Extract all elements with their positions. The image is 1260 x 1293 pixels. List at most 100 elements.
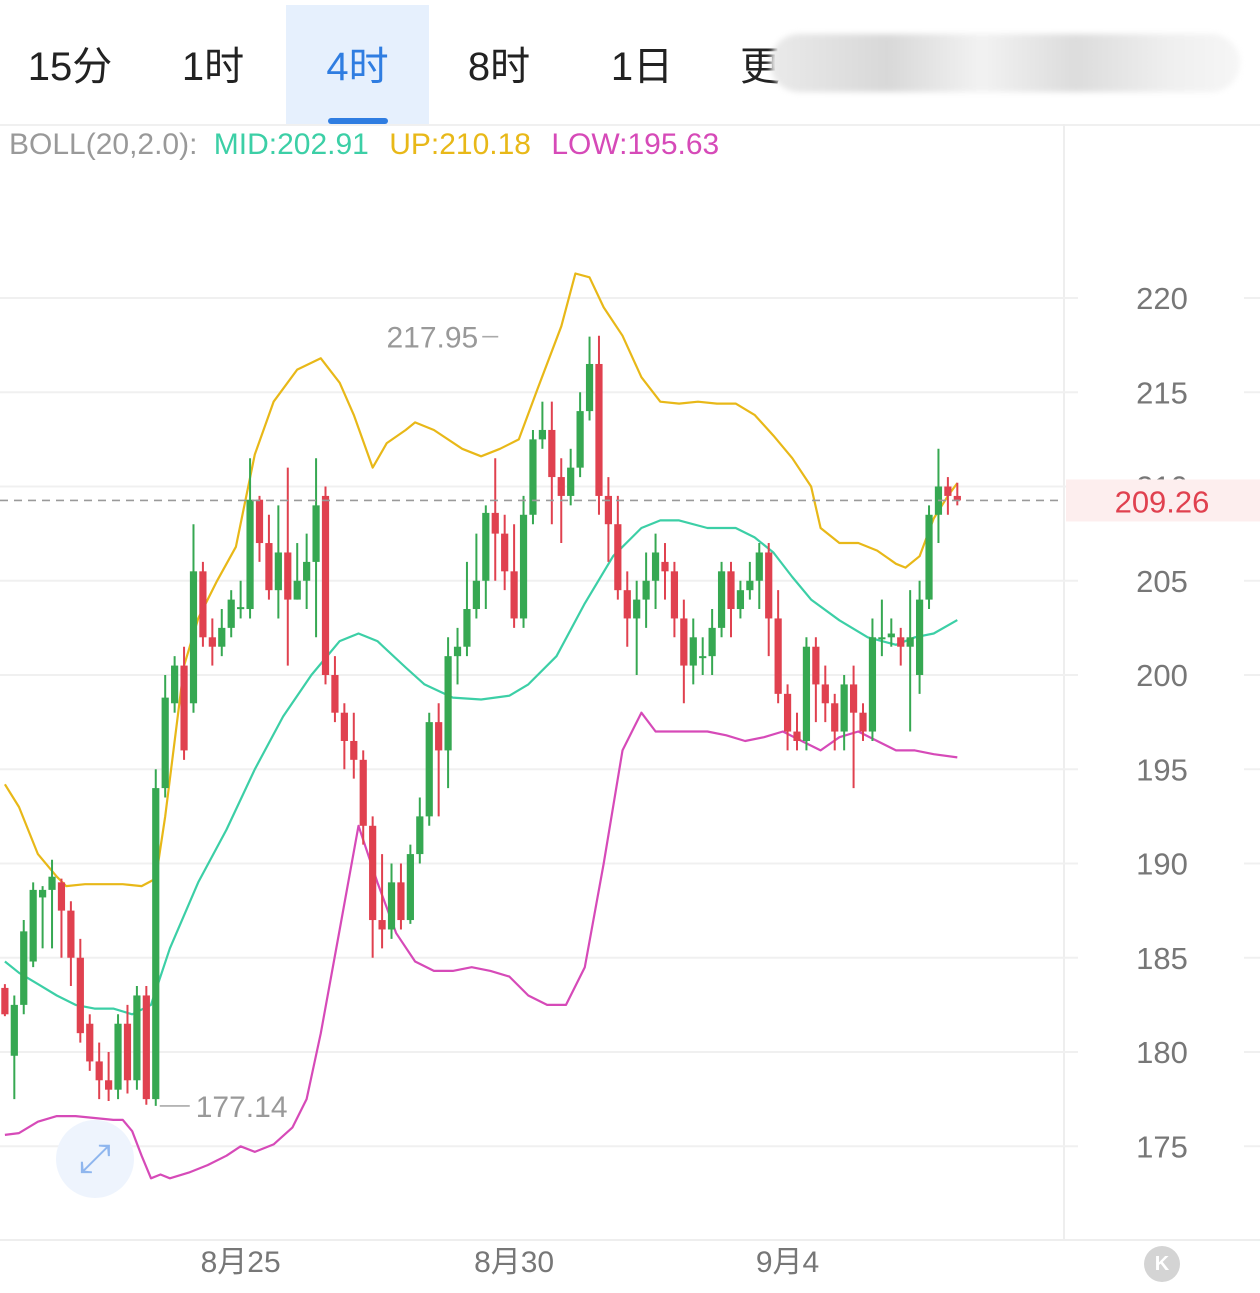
y-tick-label: 205 [1136,564,1188,599]
candle-body [661,561,669,572]
candle-body [642,580,650,600]
low-annotation-label: 177.14 [196,1091,288,1124]
tab-8h[interactable]: 8时 [467,45,531,89]
candle-body [736,590,745,610]
y-tick-label: 220 [1136,281,1188,316]
candle-body [378,920,386,930]
candle-body [727,571,735,610]
candle-body [1,987,9,1015]
boll-mid-line [4,519,958,1016]
candlestick-chart: 2202152102052001951901851801758月258月309月… [0,124,1260,1279]
candle-body [567,467,575,496]
active-tab-indicator [327,118,388,124]
tab-4h[interactable]: 4时 [286,5,429,124]
boll-low-line [4,711,958,1180]
candle-body [906,637,914,647]
candle-body [670,571,679,619]
candle-body [123,1023,132,1081]
candle-body [133,995,141,1081]
candle-body [274,552,282,591]
x-tick-label: 9月4 [756,1246,819,1279]
candle-body [831,703,839,732]
candle-body [86,1023,94,1062]
candle-body [925,514,933,600]
tab-1h[interactable]: 1时 [181,45,245,89]
candle-body [255,499,264,544]
candle-body [802,646,811,741]
chart-area[interactable]: 2202152102052001951901851801758月258月309月… [0,124,1260,1288]
collapse-k-icon[interactable]: K [1144,1246,1180,1282]
candle-body [180,665,188,751]
candle-body [161,697,169,789]
candle-body [416,816,424,855]
candle-body [840,684,848,732]
candle-body [623,590,631,619]
candle-body [218,627,226,647]
candle-body [482,512,490,581]
y-tick-label: 200 [1136,658,1188,693]
candle-body [897,637,905,647]
candle-body [57,882,66,911]
candle-body [585,363,594,412]
candle-body [425,722,433,817]
y-tick-label: 185 [1136,941,1188,976]
candle-body [303,561,311,581]
candle-body [387,882,396,930]
candle-body [171,665,179,704]
candle-body [189,571,198,704]
candle-body [435,722,443,751]
candle-body [359,759,367,826]
y-tick-label: 180 [1136,1035,1188,1070]
candle-body [868,637,877,732]
candle-body [576,411,584,468]
candle-body [406,854,414,921]
candle-body [651,552,660,581]
candle-body [29,889,37,962]
candle-body [208,637,216,647]
boll-up-value: UP:210.18 [389,128,531,161]
candle-body [699,656,707,659]
x-tick-label: 8月25 [201,1246,281,1279]
candle-body [114,1023,122,1090]
candle-body [595,363,603,496]
candle-body [812,646,820,685]
candle-body [293,580,301,600]
candle-body [67,910,75,958]
candle-body [48,876,56,890]
current-price-label: 209.26 [1115,484,1210,519]
candle-body [689,637,697,666]
candle-body [444,656,452,751]
candle-body [10,1004,18,1056]
y-tick-label: 190 [1136,847,1188,882]
tab-1d[interactable]: 1日 [610,45,674,89]
candle-body [491,512,499,534]
boll-name: BOLL(20,2.0): [9,128,198,161]
candle-body [331,675,339,713]
candle-body [557,477,565,496]
candle-body [76,957,84,1034]
candle-body [774,618,782,694]
candle-body [152,788,160,1100]
candle-body [680,618,688,666]
candle-body [39,889,47,898]
candle-body [821,684,829,704]
candle-body [95,1061,103,1081]
candle-body [633,599,641,619]
candle-body [915,599,924,675]
candle-body [529,439,537,515]
candle-body [463,609,471,647]
candle-body [284,552,292,600]
candle-body [604,495,613,525]
candle-body [755,552,763,581]
y-tick-label: 195 [1136,752,1188,787]
high-annotation-label: 217.95 [386,322,478,355]
candle-body [246,499,254,610]
candle-body [548,429,556,478]
candle-body [312,505,320,562]
expand-arrows-icon[interactable]: ⤢ [56,1120,134,1198]
candle-body [265,543,273,591]
candle-body [105,1080,113,1090]
candle-body [746,580,754,591]
tab-15min[interactable]: 15分 [27,45,113,89]
candle-body [369,825,377,921]
